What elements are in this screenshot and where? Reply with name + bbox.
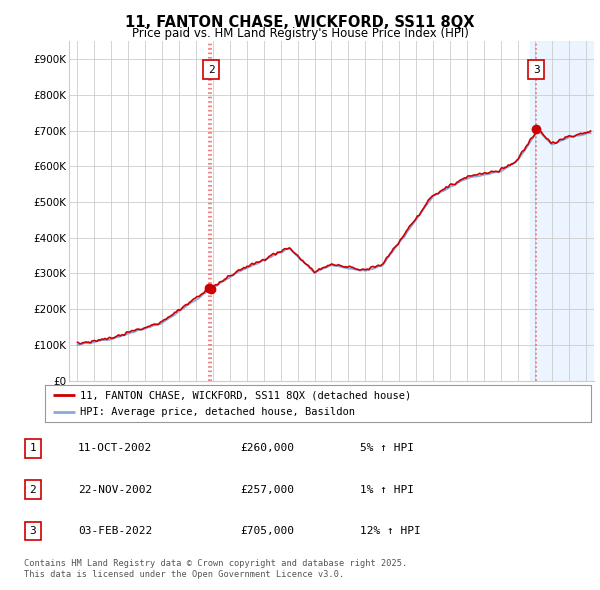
Text: 11, FANTON CHASE, WICKFORD, SS11 8QX (detached house): 11, FANTON CHASE, WICKFORD, SS11 8QX (de… xyxy=(80,390,412,400)
Text: 2: 2 xyxy=(29,485,37,494)
Text: £260,000: £260,000 xyxy=(240,444,294,453)
Text: 5% ↑ HPI: 5% ↑ HPI xyxy=(360,444,414,453)
Text: 11, FANTON CHASE, WICKFORD, SS11 8QX: 11, FANTON CHASE, WICKFORD, SS11 8QX xyxy=(125,15,475,30)
Text: Contains HM Land Registry data © Crown copyright and database right 2025.
This d: Contains HM Land Registry data © Crown c… xyxy=(24,559,407,579)
Text: £705,000: £705,000 xyxy=(240,526,294,536)
Text: 12% ↑ HPI: 12% ↑ HPI xyxy=(360,526,421,536)
Bar xyxy=(530,41,594,381)
Text: HPI: Average price, detached house, Basildon: HPI: Average price, detached house, Basi… xyxy=(80,407,355,417)
Text: 3: 3 xyxy=(29,526,37,536)
Text: 03-FEB-2022: 03-FEB-2022 xyxy=(78,526,152,536)
Text: 22-NOV-2002: 22-NOV-2002 xyxy=(78,485,152,494)
Text: 1% ↑ HPI: 1% ↑ HPI xyxy=(360,485,414,494)
Text: 1: 1 xyxy=(29,444,37,453)
Text: £257,000: £257,000 xyxy=(240,485,294,494)
Text: 2: 2 xyxy=(208,65,215,75)
Text: 11-OCT-2002: 11-OCT-2002 xyxy=(78,444,152,453)
Text: 3: 3 xyxy=(533,65,539,75)
Text: Price paid vs. HM Land Registry's House Price Index (HPI): Price paid vs. HM Land Registry's House … xyxy=(131,27,469,40)
